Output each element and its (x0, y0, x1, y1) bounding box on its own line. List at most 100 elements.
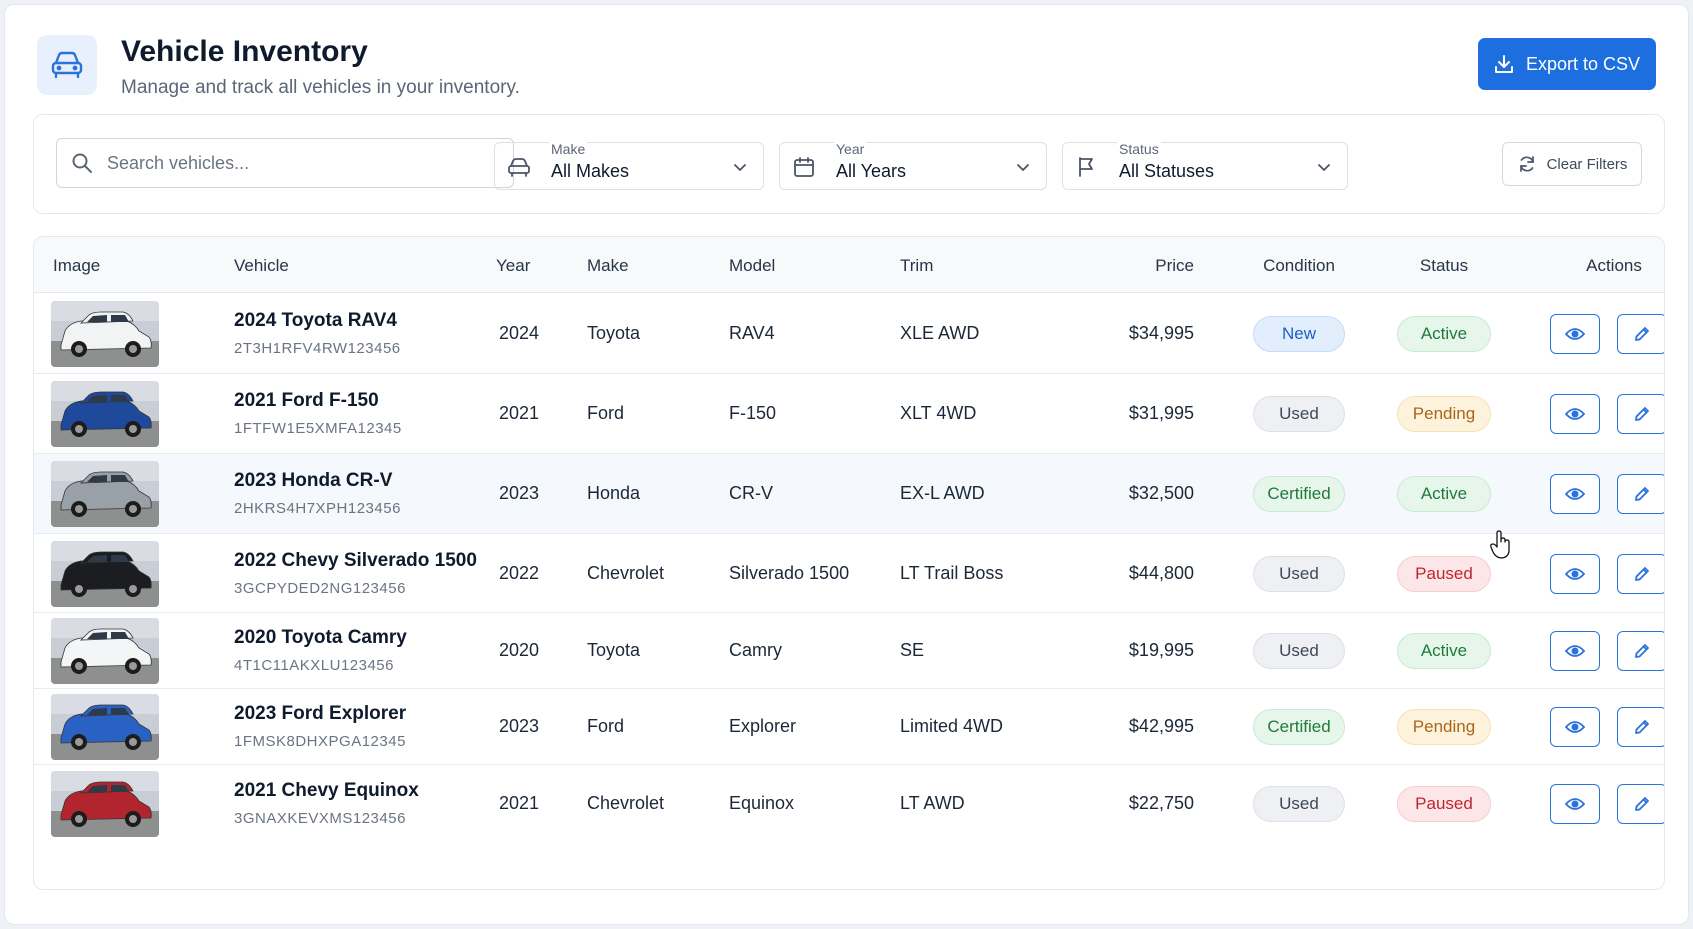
view-button[interactable] (1550, 474, 1600, 514)
vehicle-trim: LT Trail Boss (900, 562, 1004, 583)
flag-icon (1079, 157, 1093, 177)
view-button[interactable] (1550, 707, 1600, 747)
vehicle-model: Explorer (729, 716, 797, 736)
vehicle-price: $34,995 (1128, 322, 1194, 343)
edit-button[interactable] (1617, 394, 1664, 434)
vehicle-make: Honda (587, 483, 641, 503)
eye-icon (1565, 798, 1585, 810)
vehicle-image (51, 461, 159, 527)
pencil-icon (1635, 487, 1649, 501)
vehicle-price: $32,500 (1128, 483, 1194, 503)
vehicle-trim: Limited 4WD (900, 716, 1004, 736)
view-button[interactable] (1550, 784, 1600, 824)
vehicle-trim: XLE AWD (900, 322, 980, 343)
edit-button[interactable] (1617, 474, 1664, 514)
year-select[interactable]: Year All Years (779, 141, 1047, 190)
chevron-down-icon (734, 164, 746, 171)
search-icon (72, 153, 92, 173)
column-header-status: Status (1419, 256, 1469, 275)
vehicle-price: $42,995 (1128, 716, 1194, 736)
car-icon (508, 158, 530, 177)
column-header-model: Model (729, 256, 776, 275)
vehicle-model: Equinox (729, 793, 795, 813)
search-input[interactable] (107, 152, 487, 174)
pencil-icon (1635, 644, 1649, 658)
eye-icon (1565, 645, 1585, 657)
year-select-label: Year (834, 141, 867, 157)
status-badge: Active (1397, 315, 1491, 352)
eye-icon (1565, 408, 1585, 420)
vehicle-name: 2024 Toyota RAV4 (234, 309, 397, 331)
vehicle-trim: SE (900, 640, 925, 660)
clear-filters-button[interactable]: Clear Filters (1502, 142, 1642, 186)
hand-cursor-icon (1490, 530, 1510, 559)
column-header-condition: Condition (1263, 256, 1335, 275)
condition-badge: Used (1253, 786, 1345, 822)
eye-icon (1565, 721, 1585, 733)
column-header-image: Image (53, 256, 101, 275)
filter-bar: Make All Makes Year All Years Status All… (33, 114, 1665, 214)
vehicle-model: Silverado 1500 (729, 562, 850, 583)
vehicle-price: $22,750 (1128, 793, 1194, 813)
vehicle-image (51, 694, 159, 760)
column-header-make: Make (587, 256, 629, 275)
condition-badge: Used (1253, 555, 1345, 592)
edit-button[interactable] (1617, 784, 1664, 824)
status-badge: Pending (1397, 396, 1491, 432)
vehicle-image (51, 771, 159, 837)
status-badge: Paused (1397, 786, 1491, 822)
export-csv-label: Export to CSV (1525, 53, 1641, 74)
vehicle-model: F-150 (729, 403, 777, 423)
edit-button[interactable] (1617, 553, 1664, 594)
make-select[interactable]: Make All Makes (494, 141, 764, 190)
condition-badge: Used (1253, 396, 1345, 432)
pencil-icon (1635, 566, 1649, 581)
export-csv-button[interactable]: Export to CSV (1478, 38, 1656, 90)
vehicle-image (51, 618, 159, 684)
view-button[interactable] (1550, 553, 1600, 594)
status-badge: Active (1397, 476, 1491, 512)
edit-button[interactable] (1617, 707, 1664, 747)
make-select-value: All Makes (551, 161, 630, 181)
vehicle-name: 2023 Honda CR-V (234, 470, 393, 491)
status-select-label: Status (1117, 141, 1161, 157)
condition-badge: Used (1253, 633, 1345, 669)
vehicle-vin: 2HKRS4H7XPH123456 (234, 500, 401, 517)
vehicle-price: $44,800 (1128, 562, 1194, 583)
eye-icon (1565, 488, 1585, 500)
edit-button[interactable] (1617, 313, 1664, 354)
vehicle-make: Chevrolet (587, 562, 665, 583)
vehicle-vin: 1FTFW1E5XMFA12345 (234, 420, 402, 437)
table-row[interactable]: 2022 Chevy Silverado 1500 3GCPYDED2NG123… (34, 534, 1664, 613)
vehicle-name: 2021 Ford F-150 (234, 390, 379, 411)
view-button[interactable] (1550, 313, 1600, 354)
eye-icon (1565, 567, 1585, 580)
inventory-page: Vehicle Inventory Manage and track all v… (4, 4, 1689, 925)
column-header-year: Year (496, 256, 531, 275)
table-row[interactable]: 2020 Toyota Camry 4T1C11AKXLU123456 2020… (34, 613, 1664, 689)
vehicle-price: $19,995 (1128, 640, 1194, 660)
table-row[interactable]: 2023 Honda CR-V 2HKRS4H7XPH123456 2023 H… (34, 454, 1664, 534)
table-header: Image Vehicle Year Make Model Trim Price… (34, 237, 1664, 293)
vehicle-make: Toyota (587, 322, 641, 343)
status-select[interactable]: Status All Statuses (1062, 141, 1348, 190)
vehicle-name: 2021 Chevy Equinox (234, 780, 419, 801)
view-button[interactable] (1550, 394, 1600, 434)
vehicle-year: 2024 (499, 322, 540, 343)
vehicle-image (51, 300, 159, 367)
table-row[interactable]: 2021 Chevy Equinox 3GNAXKEVXMS123456 202… (34, 765, 1664, 843)
page-header: Vehicle Inventory Manage and track all v… (37, 31, 1656, 101)
vehicle-vin: 1FMSK8DHXPGA12345 (234, 733, 406, 750)
table-row[interactable]: 2023 Ford Explorer 1FMSK8DHXPGA12345 202… (34, 689, 1664, 765)
vehicle-make: Toyota (587, 640, 641, 660)
make-select-label: Make (549, 141, 588, 157)
condition-badge: Certified (1253, 476, 1345, 512)
table-row[interactable]: 2021 Ford F-150 1FTFW1E5XMFA12345 2021 F… (34, 374, 1664, 454)
vehicle-make: Ford (587, 403, 625, 423)
table-row[interactable]: 2024 Toyota RAV4 2T3H1RFV4RW123456 2024 … (34, 293, 1664, 374)
edit-button[interactable] (1617, 631, 1664, 671)
view-button[interactable] (1550, 631, 1600, 671)
vehicle-year: 2023 (499, 483, 540, 503)
vehicle-make: Chevrolet (587, 793, 665, 813)
page-title: Vehicle Inventory (121, 35, 368, 68)
